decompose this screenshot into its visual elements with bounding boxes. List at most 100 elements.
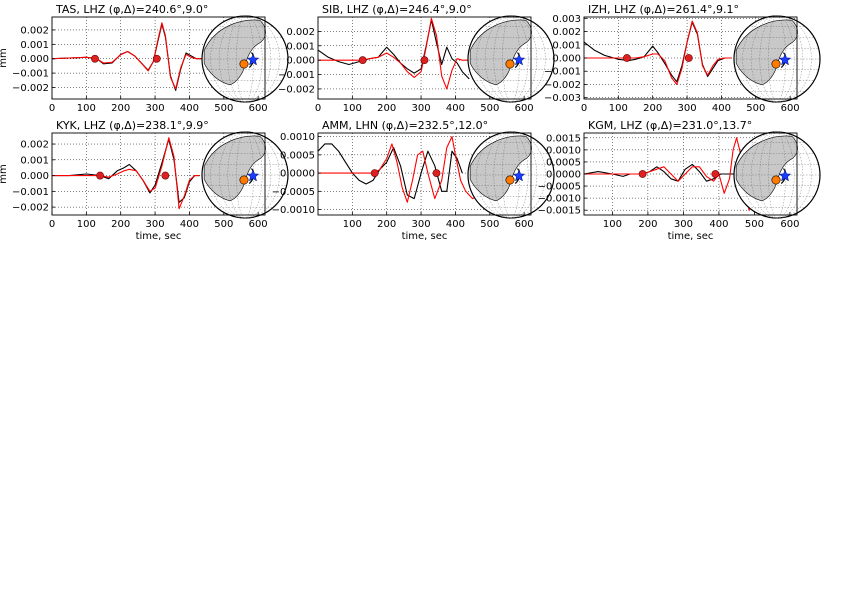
seismogram-panel: 0 100 200 300 400 500 600 −0.003 −0.002 −0.001 0.0… — [544, 3, 821, 114]
x-tick-label: 0 — [49, 103, 55, 114]
synthetic-trace — [52, 137, 200, 210]
y-tick-label: −0.001 — [12, 187, 49, 198]
x-tick-label: 200 — [377, 103, 396, 114]
x-tick-label: 300 — [412, 219, 431, 230]
plot-area — [318, 136, 497, 203]
window-marker — [711, 170, 720, 178]
window-marker — [684, 54, 693, 62]
y-tick-label: −0.001 — [544, 67, 581, 78]
window-marker — [370, 169, 379, 177]
x-tick-label: 100 — [343, 219, 362, 230]
plot-area — [52, 137, 200, 210]
station-marker — [771, 175, 781, 185]
x-tick-label: 400 — [180, 103, 199, 114]
plot-area — [584, 137, 755, 211]
observed-trace — [318, 143, 463, 200]
y-tick-label: 0.0005 — [546, 157, 581, 168]
globe-meridian — [210, 15, 280, 103]
x-tick-label: 500 — [214, 219, 233, 230]
x-tick-label: 600 — [515, 219, 534, 230]
window-marker — [638, 170, 647, 178]
x-tick-label: 100 — [77, 219, 96, 230]
y-tick-label: −0.003 — [544, 93, 581, 104]
y-tick-label: 0.000 — [286, 56, 315, 67]
window-marker — [432, 169, 441, 177]
station-marker — [239, 59, 249, 69]
y-tick-label: −0.001 — [278, 70, 315, 81]
x-tick-label: 0 — [581, 103, 587, 114]
x-tick-label: 0 — [315, 103, 321, 114]
y-tick-label: −0.002 — [12, 203, 49, 214]
globe-meridian — [742, 131, 812, 219]
y-tick-label: −0.002 — [278, 84, 315, 95]
y-tick-label: −0.002 — [544, 80, 581, 91]
window-marker — [161, 171, 170, 180]
window-marker — [91, 54, 99, 63]
seismogram-panel: 100 200 300 400 500 600−0.0015−0.0010−0.00050… — [538, 119, 821, 242]
x-tick-label: 400 — [446, 103, 465, 114]
globe-meridian — [476, 15, 546, 103]
event-star — [512, 169, 526, 182]
synthetic-trace — [584, 20, 732, 86]
x-tick-label: 500 — [480, 219, 499, 230]
axes-frame — [51, 132, 266, 216]
y-tick-label: −0.001 — [12, 69, 49, 80]
x-tick-label: 200 — [638, 219, 657, 230]
panel-title: AMM, LHN (φ,Δ)=232.5°,12.0° — [322, 119, 488, 132]
y-axis-label: mm — [0, 164, 9, 183]
x-tick-label: 500 — [745, 219, 764, 230]
x-tick-label: 600 — [780, 219, 799, 230]
axes-frame — [317, 132, 532, 216]
x-tick-label: 200 — [377, 219, 396, 230]
x-tick-label: 0 — [49, 219, 55, 230]
y-tick-label: 0.0010 — [280, 132, 315, 143]
x-tick-label: 600 — [515, 103, 534, 114]
x-axis-label: time, sec — [136, 231, 182, 242]
y-tick-label: −0.0005 — [272, 187, 315, 198]
x-tick-label: 300 — [146, 103, 165, 114]
y-tick-label: 0.002 — [552, 27, 581, 38]
x-tick-label: 400 — [446, 219, 465, 230]
plot-area — [318, 17, 470, 90]
x-tick-label: 100 — [77, 103, 96, 114]
panel-title: IZH, LHZ (φ,Δ)=261.4°,9.1° — [588, 3, 739, 16]
x-tick-label: 500 — [746, 103, 765, 114]
x-tick-label: 200 — [111, 103, 130, 114]
globe-land — [469, 19, 532, 86]
x-axis-label: time, sec — [402, 231, 448, 242]
globe-land — [203, 135, 266, 202]
event-star — [246, 53, 260, 66]
y-tick-label: 0.002 — [286, 27, 315, 38]
x-tick-label: 600 — [249, 219, 268, 230]
y-tick-label: −0.0010 — [272, 205, 315, 216]
globe-meridian — [476, 131, 546, 219]
y-tick-label: 0.001 — [20, 155, 49, 166]
station-marker — [239, 175, 249, 185]
x-tick-label: 400 — [180, 219, 199, 230]
y-tick-label: 0.002 — [20, 140, 49, 151]
observed-trace — [318, 19, 470, 80]
y-tick-label: 0.000 — [20, 171, 49, 182]
y-tick-label: 0.000 — [552, 54, 581, 65]
y-tick-label: −0.0010 — [538, 194, 581, 205]
event-star — [778, 169, 792, 182]
seismogram-panel: 0 100 200 300 400 500 600 −0.002 −0.001 0.000 0.00… — [0, 119, 289, 242]
window-marker — [358, 56, 367, 65]
x-tick-label: 300 — [146, 219, 165, 230]
x-tick-label: 200 — [643, 103, 662, 114]
x-axis-label: time, sec — [668, 231, 714, 242]
y-tick-label: 0.001 — [552, 40, 581, 51]
x-tick-label: 100 — [343, 103, 362, 114]
y-tick-label: 0.0010 — [546, 145, 581, 156]
y-tick-label: −0.0005 — [538, 182, 581, 193]
globe-land — [203, 19, 266, 86]
globe-land — [469, 135, 532, 202]
station-marker — [771, 59, 781, 69]
y-tick-label: −0.002 — [12, 83, 49, 94]
synthetic-trace — [584, 137, 755, 211]
globe-land — [735, 19, 798, 86]
axes-frame — [317, 16, 532, 100]
panel-title: TAS, LHZ (φ,Δ)=240.6°,9.0° — [55, 3, 208, 16]
y-tick-label: 0.001 — [286, 41, 315, 52]
